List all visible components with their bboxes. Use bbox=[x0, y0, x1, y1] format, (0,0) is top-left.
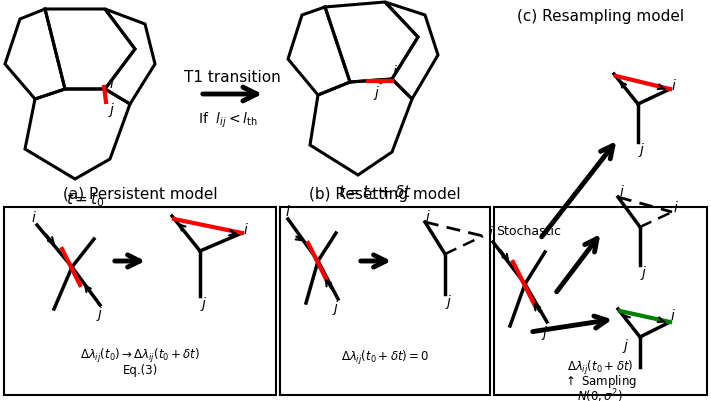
Text: $j$: $j$ bbox=[332, 298, 340, 316]
Text: Stochastic: Stochastic bbox=[496, 225, 561, 238]
Text: $j$: $j$ bbox=[445, 292, 453, 310]
Text: $i$: $i$ bbox=[243, 222, 249, 237]
Text: (a) Persistent model: (a) Persistent model bbox=[63, 186, 218, 201]
Bar bbox=[4, 207, 276, 395]
Text: $i$: $i$ bbox=[673, 200, 679, 215]
Text: $\Delta\lambda_{ij}(t_0 + \delta t)$: $\Delta\lambda_{ij}(t_0 + \delta t)$ bbox=[567, 358, 634, 376]
Text: $j$: $j$ bbox=[108, 101, 116, 119]
Bar bbox=[494, 207, 707, 395]
Text: $j$: $j$ bbox=[201, 294, 208, 312]
Text: $i$: $i$ bbox=[425, 209, 431, 224]
Text: $j$: $j$ bbox=[638, 141, 646, 159]
Text: $j$: $j$ bbox=[641, 263, 648, 281]
Text: $i$: $i$ bbox=[31, 210, 37, 225]
Text: T1 transition: T1 transition bbox=[183, 70, 280, 85]
Bar bbox=[280, 207, 490, 395]
Text: $j$: $j$ bbox=[373, 84, 380, 102]
Text: $i$: $i$ bbox=[285, 204, 291, 219]
Text: $j$: $j$ bbox=[541, 323, 549, 341]
Text: $i$: $i$ bbox=[670, 308, 676, 323]
Text: $t = t_0 + \delta t$: $t = t_0 + \delta t$ bbox=[338, 183, 412, 202]
Text: $\Delta\lambda_{ij}(t_0) \rightarrow \Delta\lambda_{ij}(t_0 + \delta t)$: $\Delta\lambda_{ij}(t_0) \rightarrow \De… bbox=[80, 346, 200, 364]
Text: $i$: $i$ bbox=[109, 75, 115, 90]
Text: $\uparrow$ Sampling: $\uparrow$ Sampling bbox=[563, 373, 637, 389]
Text: $i$: $i$ bbox=[488, 225, 494, 240]
Text: $N(0, \sigma^2)$: $N(0, \sigma^2)$ bbox=[577, 386, 623, 401]
Text: $j$: $j$ bbox=[622, 336, 630, 354]
Text: $i$: $i$ bbox=[392, 63, 398, 78]
Text: (b) Resetting model: (b) Resetting model bbox=[309, 186, 461, 201]
Text: $\Delta\lambda_{ij}(t_0 + \delta t) = 0$: $\Delta\lambda_{ij}(t_0 + \delta t) = 0$ bbox=[341, 348, 429, 366]
Text: Eq.(3): Eq.(3) bbox=[122, 364, 158, 377]
Text: $i$: $i$ bbox=[671, 77, 677, 92]
Text: $i$: $i$ bbox=[619, 184, 625, 199]
Text: $j$: $j$ bbox=[96, 304, 104, 322]
Text: (c) Resampling model: (c) Resampling model bbox=[517, 9, 684, 24]
Text: If  $l_{ij} < l_{\mathrm{th}}$: If $l_{ij} < l_{\mathrm{th}}$ bbox=[198, 110, 258, 130]
Text: $t = t_0$: $t = t_0$ bbox=[65, 190, 105, 209]
